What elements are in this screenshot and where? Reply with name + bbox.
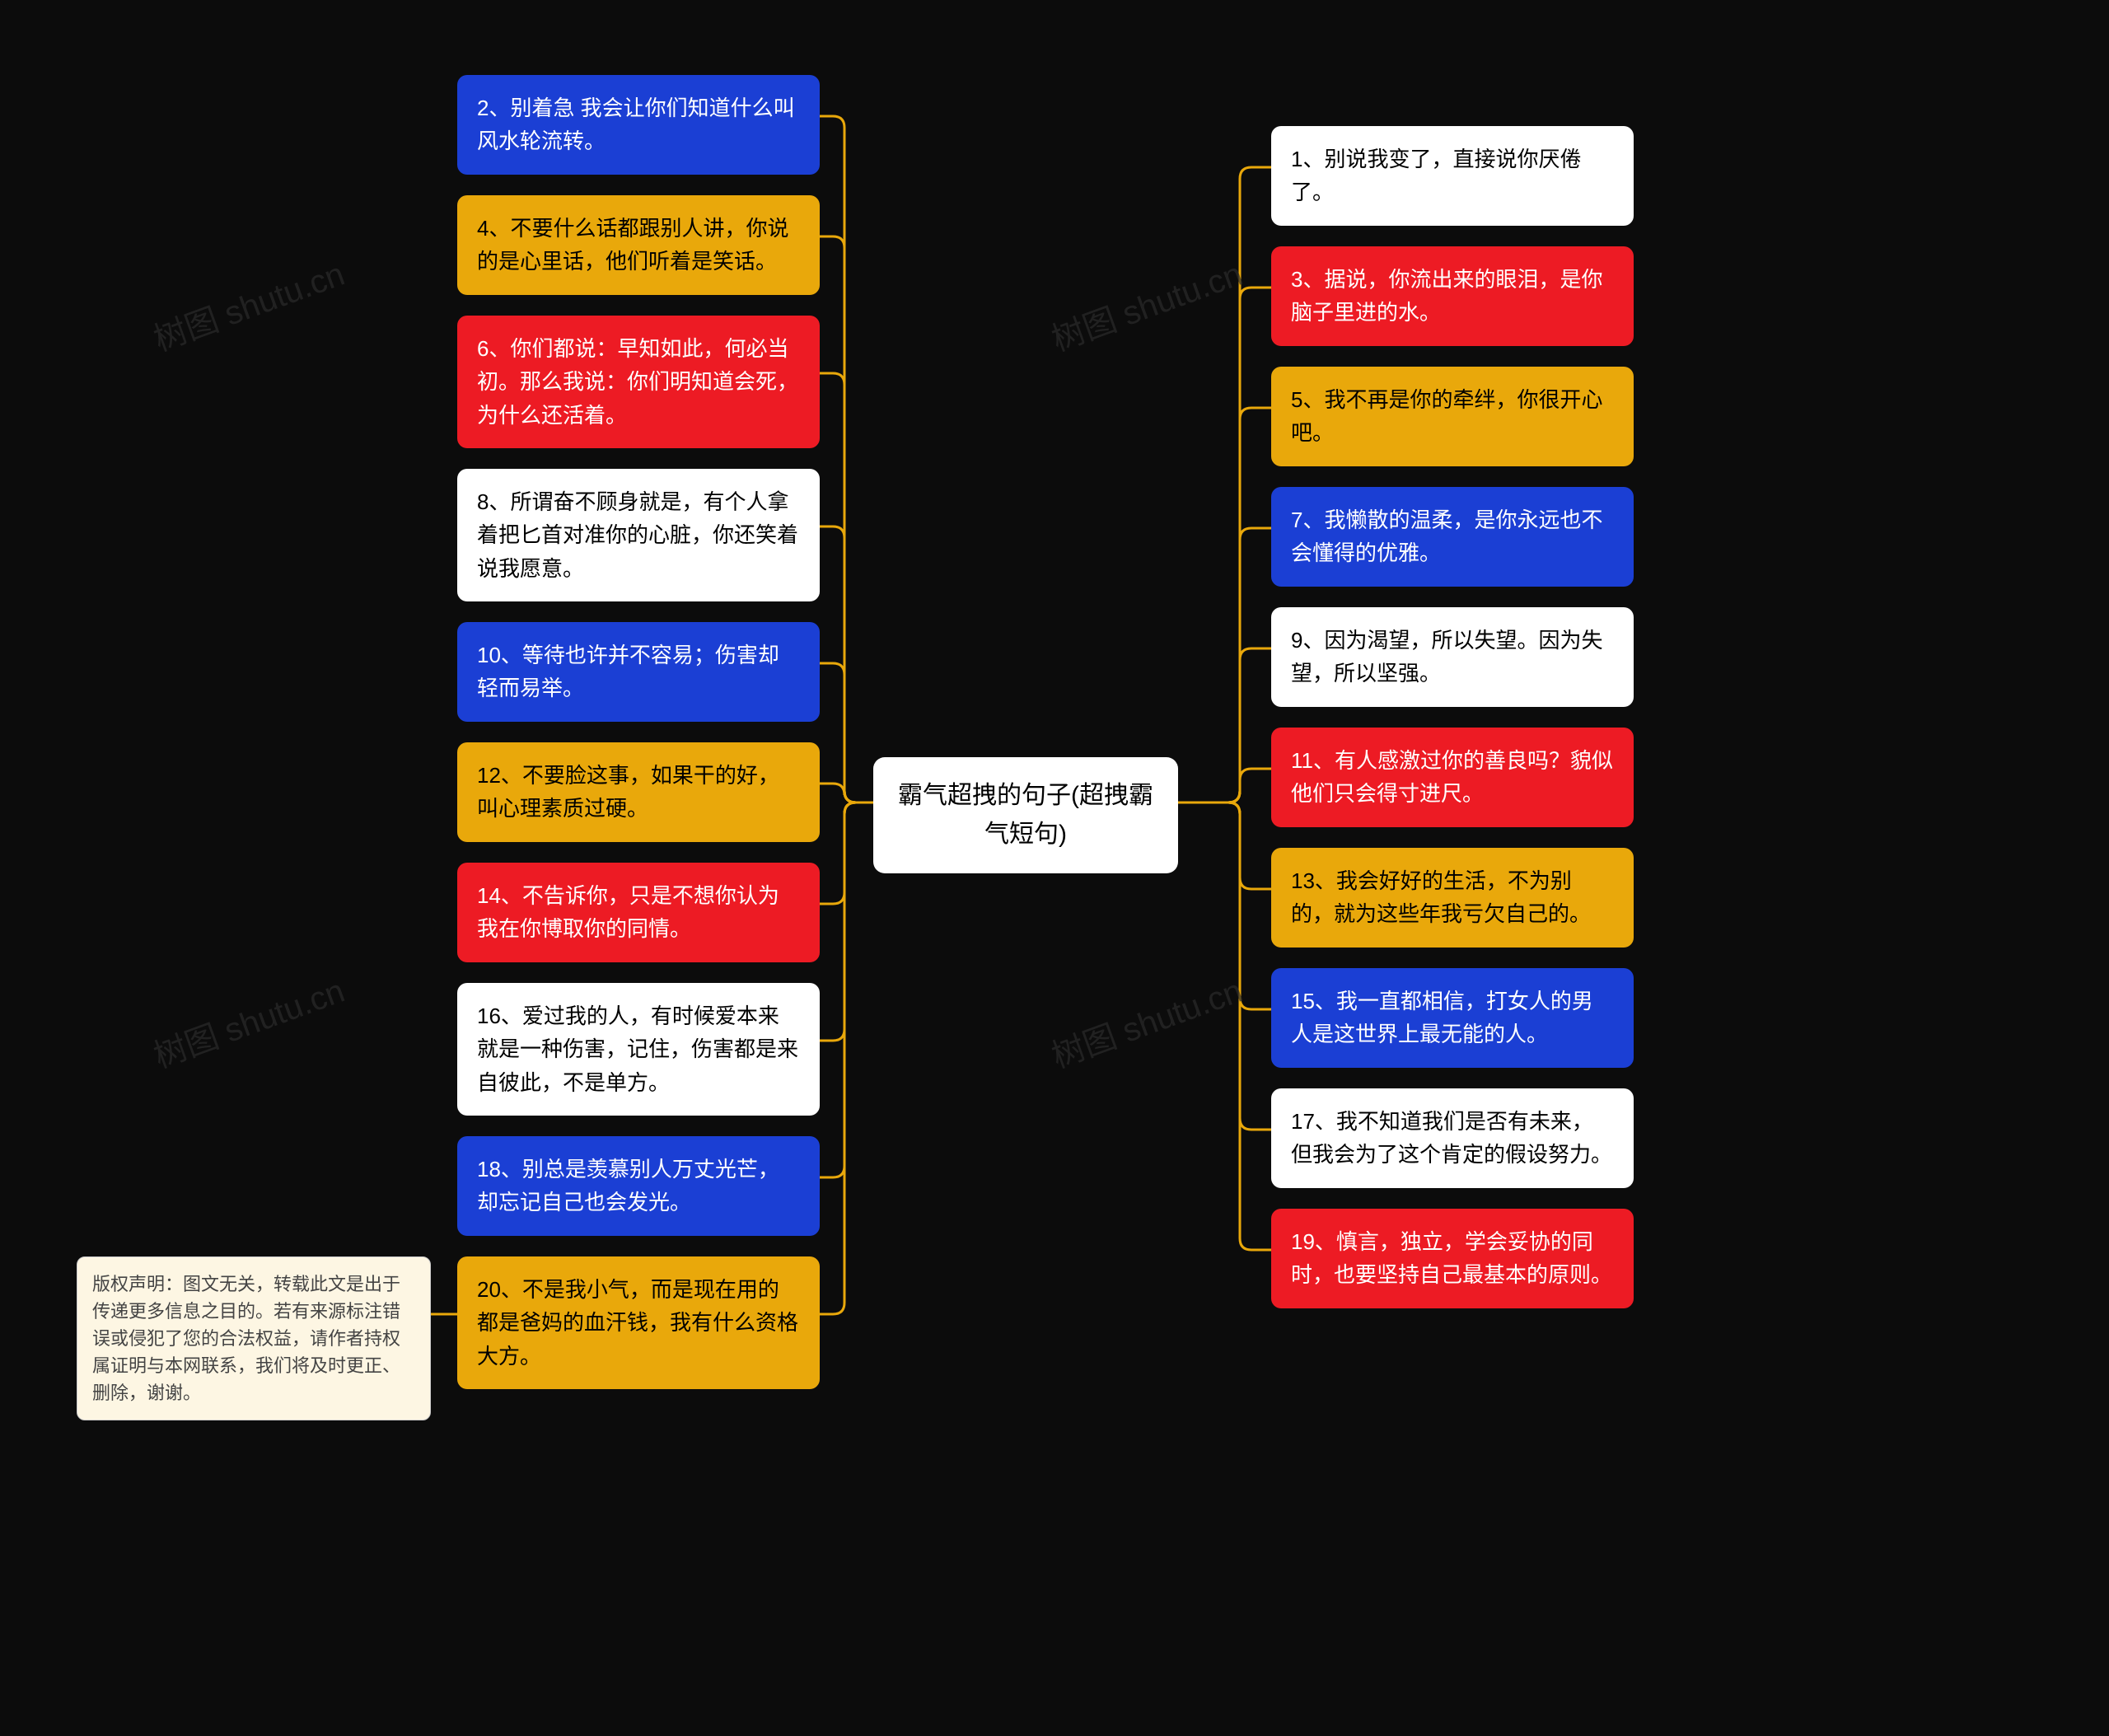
- mindmap-left-node: 8、所谓奋不顾身就是，有个人拿着把匕首对准你的心脏，你还笑着说我愿意。: [457, 469, 820, 601]
- mindmap-right-node: 11、有人感激过你的善良吗？貌似他们只会得寸进尺。: [1271, 728, 1634, 827]
- copyright-notice: 版权声明：图文无关，转载此文是出于传递更多信息之目的。若有来源标注错误或侵犯了您…: [77, 1256, 431, 1420]
- mindmap-left-node: 14、不告诉你，只是不想你认为我在你博取你的同情。: [457, 863, 820, 962]
- mindmap-left-node: 18、别总是羡慕别人万丈光芒，却忘记自己也会发光。: [457, 1136, 820, 1236]
- watermark: 树图 shutu.cn: [1044, 964, 1248, 1077]
- mindmap-left-node: 10、等待也许并不容易；伤害却轻而易举。: [457, 622, 820, 722]
- mindmap-right-node: 1、别说我变了，直接说你厌倦了。: [1271, 126, 1634, 226]
- watermark: 树图 shutu.cn: [146, 247, 350, 360]
- mindmap-right-node: 13、我会好好的生活，不为别的，就为这些年我亏欠自己的。: [1271, 848, 1634, 948]
- mindmap-right-node: 5、我不再是你的牵绊，你很开心吧。: [1271, 367, 1634, 466]
- mindmap-left-node: 6、你们都说：早知如此，何必当初。那么我说：你们明知道会死，为什么还活着。: [457, 316, 820, 448]
- mindmap-right-node: 15、我一直都相信，打女人的男人是这世界上最无能的人。: [1271, 968, 1634, 1068]
- mindmap-left-node: 2、别着急 我会让你们知道什么叫风水轮流转。: [457, 75, 820, 175]
- watermark: 树图 shutu.cn: [146, 964, 350, 1077]
- watermark: 树图 shutu.cn: [1044, 247, 1248, 360]
- mindmap-right-node: 17、我不知道我们是否有未来，但我会为了这个肯定的假设努力。: [1271, 1088, 1634, 1188]
- mindmap-center-node: 霸气超拽的句子(超拽霸气短句): [873, 757, 1178, 873]
- mindmap-right-node: 7、我懒散的温柔，是你永远也不会懂得的优雅。: [1271, 487, 1634, 587]
- mindmap-right-node: 9、因为渴望，所以失望。因为失望，所以坚强。: [1271, 607, 1634, 707]
- mindmap-left-node: 16、爱过我的人，有时候爱本来就是一种伤害，记住，伤害都是来自彼此，不是单方。: [457, 983, 820, 1116]
- mindmap-right-node: 19、慎言，独立，学会妥协的同时，也要坚持自己最基本的原则。: [1271, 1209, 1634, 1308]
- mindmap-left-node: 20、不是我小气，而是现在用的都是爸妈的血汗钱，我有什么资格大方。: [457, 1256, 820, 1389]
- mindmap-left-node: 12、不要脸这事，如果干的好，叫心理素质过硬。: [457, 742, 820, 842]
- mindmap-left-node: 4、不要什么话都跟别人讲，你说的是心里话，他们听着是笑话。: [457, 195, 820, 295]
- mindmap-right-node: 3、据说，你流出来的眼泪，是你脑子里进的水。: [1271, 246, 1634, 346]
